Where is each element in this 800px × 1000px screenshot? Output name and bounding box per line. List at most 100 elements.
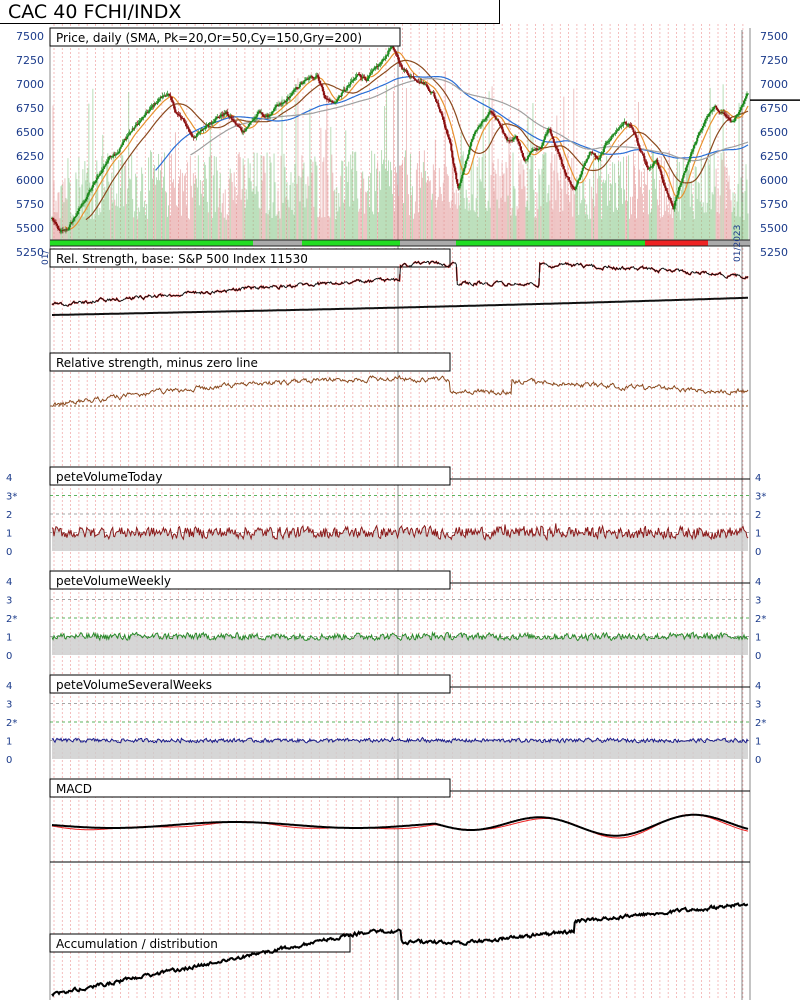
candle-body — [671, 203, 674, 206]
volume-bar — [657, 205, 659, 240]
candle-body — [75, 214, 78, 216]
candle-body — [542, 139, 545, 143]
candle-body — [254, 117, 257, 119]
volume-bar — [662, 215, 664, 240]
candle-body — [625, 123, 628, 125]
candle-body — [698, 132, 701, 136]
volume-bar — [453, 192, 455, 240]
volume-bar — [677, 211, 679, 240]
candle-body — [519, 146, 522, 151]
candle-body — [490, 111, 493, 113]
volume-bar — [690, 180, 692, 240]
volume-bar — [629, 218, 631, 240]
candle-body — [611, 135, 614, 137]
volume-bar — [215, 156, 217, 240]
volume-bar — [285, 197, 287, 240]
volume-bar — [156, 177, 158, 240]
volume-bar — [58, 192, 60, 240]
pete-volume-several-weeks-tick-left: 4 — [6, 681, 12, 692]
candle-body — [462, 171, 465, 175]
volume-bar — [63, 202, 65, 240]
volume-bar — [230, 173, 232, 240]
volume-bar — [299, 201, 301, 240]
volume-bar — [208, 156, 210, 240]
candle-body — [704, 120, 707, 124]
volume-bar — [249, 163, 251, 240]
candle-body — [581, 168, 584, 172]
volume-bar — [467, 210, 469, 240]
volume-bar — [599, 175, 601, 240]
volume-bar — [142, 173, 144, 240]
volume-bar — [447, 175, 449, 240]
candle-body — [587, 155, 590, 159]
candle-body — [256, 114, 259, 117]
volume-bar — [514, 188, 516, 240]
volume-bar — [604, 183, 606, 240]
volume-bar — [57, 192, 59, 240]
volume-bar — [309, 108, 311, 240]
volume-bar — [106, 160, 108, 240]
volume-bar — [272, 202, 274, 240]
volume-bar — [363, 178, 365, 240]
volume-bar — [100, 212, 102, 240]
volume-bar — [611, 184, 613, 240]
candle-body — [439, 109, 442, 112]
volume-bar — [596, 193, 598, 240]
volume-bar — [532, 103, 534, 240]
candle-body — [322, 91, 325, 96]
volume-bar — [143, 207, 145, 240]
volume-bar — [721, 159, 723, 240]
volume-bar — [349, 206, 351, 240]
volume-bar — [539, 174, 541, 240]
pete-volume-several-weeks-tick-left: 2* — [6, 718, 17, 729]
volume-bar — [480, 181, 482, 240]
volume-bar — [321, 217, 323, 240]
accumulation-panel-label: Accumulation / distribution — [56, 937, 218, 951]
candle-body — [144, 112, 147, 115]
candle-body — [598, 157, 601, 160]
candle-body — [54, 222, 57, 224]
volume-bar — [62, 181, 64, 240]
candle-body — [447, 134, 450, 138]
candle-body — [474, 131, 477, 135]
volume-bar — [443, 164, 445, 240]
pete-volume-several-weeks-tick-left: 1 — [6, 737, 12, 748]
candle-body — [696, 137, 699, 142]
candle-body — [540, 145, 543, 149]
volume-bar — [567, 153, 569, 240]
candle-body — [488, 112, 491, 115]
candle-body — [737, 114, 740, 116]
volume-bar — [626, 157, 628, 240]
candle-body — [612, 133, 615, 136]
volume-bar — [73, 215, 75, 240]
volume-bar — [581, 200, 583, 240]
volume-bar — [180, 215, 182, 240]
volume-bar — [664, 211, 666, 240]
candle-body — [57, 228, 60, 230]
volume-bar — [226, 214, 228, 240]
volume-bar — [171, 182, 173, 240]
volume-bar — [556, 115, 558, 240]
volume-bar — [277, 190, 279, 240]
volume-bar — [686, 168, 688, 240]
volume-bar — [381, 150, 383, 240]
price-tick-right: 5500 — [760, 222, 788, 235]
candle-body — [477, 127, 480, 130]
candle-body — [397, 56, 400, 61]
volume-bar — [528, 210, 530, 240]
candle-body — [450, 143, 453, 151]
volume-bar — [259, 208, 261, 240]
candle-body — [584, 162, 587, 164]
volume-bar — [527, 116, 529, 240]
pete-volume-weekly-line — [51, 630, 749, 642]
volume-bar — [546, 202, 548, 240]
volume-bar — [233, 172, 235, 240]
volume-bar — [520, 159, 522, 240]
volume-bar — [75, 172, 77, 240]
candle-body — [111, 156, 114, 158]
volume-bar — [173, 187, 175, 240]
volume-bar — [709, 87, 711, 240]
candle-body — [170, 96, 173, 100]
volume-bar — [377, 162, 379, 240]
candle-body — [691, 151, 694, 153]
